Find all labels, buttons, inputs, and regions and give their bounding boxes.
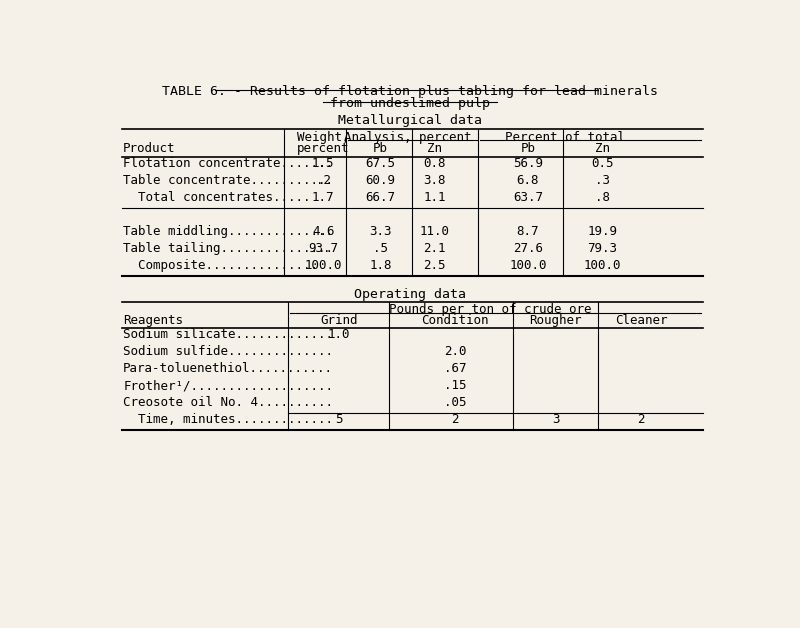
Text: Frother¹/...................: Frother¹/................... [123,379,334,392]
Text: .3: .3 [594,175,610,187]
Text: Rougher: Rougher [530,314,582,327]
Text: from undeslimed pulp: from undeslimed pulp [330,97,490,110]
Text: 1.0: 1.0 [327,328,350,342]
Text: 6.8: 6.8 [517,175,539,187]
Text: 2: 2 [451,413,458,426]
Text: Table middling..............: Table middling.............. [123,225,334,238]
Text: Condition: Condition [421,314,489,327]
Text: 100.0: 100.0 [305,259,342,272]
Text: percent: percent [297,141,350,154]
Text: Zn: Zn [594,141,610,154]
Text: 63.7: 63.7 [513,192,542,204]
Text: 3.3: 3.3 [370,225,392,238]
Text: 1.7: 1.7 [312,192,334,204]
Text: TABLE 6. - Results of flotation plus tabling for lead minerals: TABLE 6. - Results of flotation plus tab… [162,85,658,99]
Text: Total concentrates.....: Total concentrates..... [123,192,310,204]
Text: 5: 5 [335,413,342,426]
Text: 60.9: 60.9 [366,175,395,187]
Text: Metallurgical data: Metallurgical data [338,114,482,127]
Text: 66.7: 66.7 [366,192,395,204]
Text: .05: .05 [444,396,466,409]
Text: 93.7: 93.7 [308,242,338,255]
Text: 67.5: 67.5 [366,158,395,170]
Text: Composite...............: Composite............... [123,259,318,272]
Text: Cleaner: Cleaner [614,314,667,327]
Text: Table concentrate...........: Table concentrate........... [123,175,334,187]
Text: Weight,: Weight, [297,131,350,144]
Text: Percent of total: Percent of total [505,131,625,144]
Text: 79.3: 79.3 [587,242,618,255]
Text: 2.5: 2.5 [423,259,446,272]
Text: Para-toluenethiol...........: Para-toluenethiol........... [123,362,334,376]
Text: .67: .67 [444,362,466,376]
Text: 0.5: 0.5 [591,158,614,170]
Text: 0.8: 0.8 [423,158,446,170]
Text: Analysis, percent: Analysis, percent [344,131,471,144]
Text: Pb: Pb [373,141,388,154]
Text: 1.1: 1.1 [423,192,446,204]
Text: 100.0: 100.0 [509,259,546,272]
Text: 27.6: 27.6 [513,242,542,255]
Text: Flotation concentrate.......: Flotation concentrate....... [123,158,334,170]
Text: 8.7: 8.7 [517,225,539,238]
Text: Time, minutes.............: Time, minutes............. [123,413,334,426]
Text: Grind: Grind [320,314,358,327]
Text: 56.9: 56.9 [513,158,542,170]
Text: 100.0: 100.0 [583,259,621,272]
Text: Creosote oil No. 4..........: Creosote oil No. 4.......... [123,396,334,409]
Text: 2: 2 [638,413,645,426]
Text: Table tailing...............: Table tailing............... [123,242,334,255]
Text: .5: .5 [373,242,388,255]
Text: Operating data: Operating data [354,288,466,301]
Text: Pounds per ton of crude ore: Pounds per ton of crude ore [389,303,591,317]
Text: .8: .8 [594,192,610,204]
Text: Sodium silicate.............: Sodium silicate............. [123,328,334,342]
Text: 1.5: 1.5 [312,158,334,170]
Text: Sodium sulfide..............: Sodium sulfide.............. [123,345,334,359]
Text: 3.8: 3.8 [423,175,446,187]
Text: Product: Product [123,141,176,154]
Text: 11.0: 11.0 [420,225,450,238]
Text: 3: 3 [552,413,559,426]
Text: Zn: Zn [427,141,442,154]
Text: 2.0: 2.0 [444,345,466,359]
Text: 2.1: 2.1 [423,242,446,255]
Text: .2: .2 [316,175,330,187]
Text: 19.9: 19.9 [587,225,618,238]
Text: 4.6: 4.6 [312,225,334,238]
Text: 1.8: 1.8 [370,259,392,272]
Text: Reagents: Reagents [123,314,183,327]
Text: .15: .15 [444,379,466,392]
Text: Pb: Pb [520,141,535,154]
